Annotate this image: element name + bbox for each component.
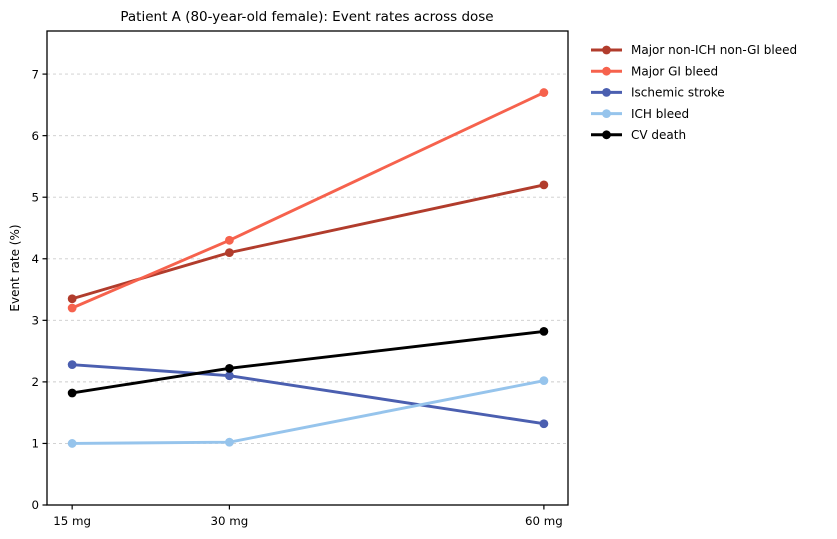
data-point-marker <box>225 371 234 381</box>
legend-label-4: CV death <box>631 128 686 142</box>
y-axis-label: Event rate (%) <box>8 224 22 311</box>
series-3 <box>67 376 549 448</box>
data-point-marker <box>67 360 77 370</box>
data-point-marker <box>539 419 549 429</box>
plot-border <box>46 30 569 506</box>
legend: Major non-ICH non-GI bleed Major GI bleed… <box>591 43 797 142</box>
data-point-marker <box>225 363 234 373</box>
legend-marker-dot <box>602 45 611 55</box>
x-tick-label-15: 15 mg <box>53 514 91 528</box>
series-4 <box>67 327 549 398</box>
y-tick-label-2: 2 <box>31 375 39 389</box>
data-point-marker <box>539 327 549 336</box>
y-tick-label-6: 6 <box>31 129 39 143</box>
legend-item-4: CV death <box>591 128 686 142</box>
legend-item-1: Major GI bleed <box>591 64 718 78</box>
y-tick-label-7: 7 <box>31 67 39 81</box>
legend-label-0: Major non-ICH non-GI bleed <box>631 43 797 57</box>
legend-item-2: Ischemic stroke <box>591 86 725 100</box>
y-tick-label-5: 5 <box>31 190 39 204</box>
data-point-marker <box>67 303 77 313</box>
data-point-marker <box>539 88 549 97</box>
x-tick-label-30: 30 mg <box>211 514 249 528</box>
data-point-marker <box>539 180 549 190</box>
legend-marker-dot <box>602 88 611 97</box>
data-point-marker <box>225 437 234 447</box>
data-point-marker <box>225 235 234 245</box>
series-2 <box>67 360 549 429</box>
x-axis-ticks: 15 mg 30 mg 60 mg <box>53 505 563 528</box>
y-tick-label-4: 4 <box>31 252 39 266</box>
data-point-marker <box>539 376 549 386</box>
legend-label-3: ICH bleed <box>631 107 689 121</box>
legend-label-1: Major GI bleed <box>631 64 718 78</box>
data-point-marker <box>67 439 77 448</box>
x-tick-label-60: 60 mg <box>525 514 563 528</box>
y-tick-label-1: 1 <box>31 437 39 451</box>
series-0 <box>67 180 549 304</box>
y-tick-label-0: 0 <box>31 498 39 512</box>
chart-title: Patient A (80-year-old female): Event ra… <box>120 9 493 25</box>
data-point-marker <box>67 388 77 398</box>
data-point-marker <box>225 248 234 258</box>
legend-item-3: ICH bleed <box>591 107 689 121</box>
y-axis-ticks: 0 1 2 3 4 5 6 7 <box>31 67 47 512</box>
legend-marker-dot <box>602 130 611 140</box>
data-point-marker <box>67 294 77 304</box>
y-tick-label-3: 3 <box>31 314 39 328</box>
series-line-4 <box>70 329 546 395</box>
legend-label-2: Ischemic stroke <box>631 86 725 100</box>
series-1 <box>67 88 549 313</box>
series-lines <box>67 88 549 448</box>
legend-item-0: Major non-ICH non-GI bleed <box>591 43 797 57</box>
legend-marker-dot <box>602 66 611 76</box>
legend-marker-dot <box>602 109 611 118</box>
